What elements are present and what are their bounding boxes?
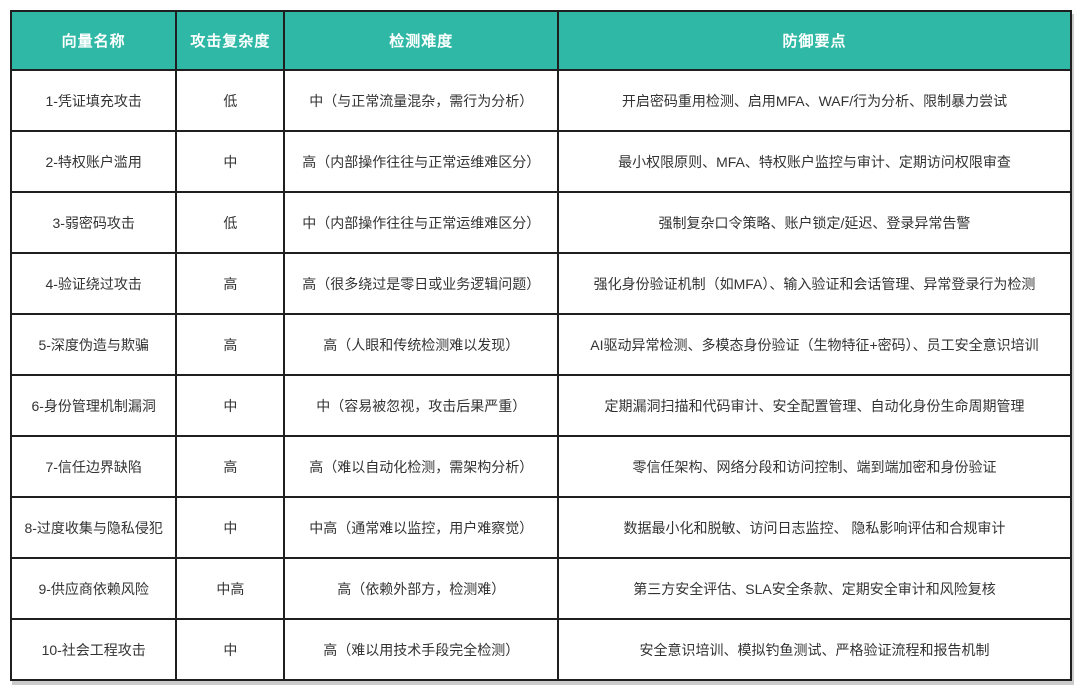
table-row: 9-供应商依赖风险 中高 高（依赖外部方，检测难） 第三方安全评估、SLA安全条…: [9, 557, 1073, 620]
cell-defense-points: 开启密码重用检测、启用MFA、WAF/行为分析、限制暴力尝试: [556, 69, 1073, 132]
cell-defense-points: 第三方安全评估、SLA安全条款、定期安全审计和风险复核: [556, 557, 1073, 620]
table-row: 5-深度伪造与欺骗 高 高（人眼和传统检测难以发现） AI驱动异常检测、多模态身…: [9, 313, 1073, 376]
cell-vector-name: 4-验证绕过攻击: [9, 252, 178, 315]
cell-vector-name: 5-深度伪造与欺骗: [9, 313, 178, 376]
cell-vector-name: 1-凭证填充攻击: [9, 69, 178, 132]
cell-attack-complexity: 中: [175, 496, 286, 559]
cell-detection-difficulty: 中高（通常难以监控，用户难察觉）: [283, 496, 559, 559]
column-header-attack-complexity: 攻击复杂度: [175, 10, 286, 71]
cell-attack-complexity: 中: [175, 374, 286, 437]
cell-defense-points: AI驱动异常检测、多模态身份验证（生物特征+密码）、员工安全意识培训: [556, 313, 1073, 376]
cell-defense-points: 强制复杂口令策略、账户锁定/延迟、登录异常告警: [556, 191, 1073, 254]
cell-attack-complexity: 低: [175, 69, 286, 132]
cell-vector-name: 6-身份管理机制漏洞: [9, 374, 178, 437]
cell-detection-difficulty: 高（依赖外部方，检测难）: [283, 557, 559, 620]
cell-defense-points: 强化身份验证机制（如MFA）、输入验证和会话管理、异常登录行为检测: [556, 252, 1073, 315]
cell-detection-difficulty: 高（难以用技术手段完全检测）: [283, 618, 559, 681]
cell-detection-difficulty: 中（内部操作往往与正常运维难区分）: [283, 191, 559, 254]
table-row: 1-凭证填充攻击 低 中（与正常流量混杂，需行为分析） 开启密码重用检测、启用M…: [9, 69, 1073, 132]
cell-attack-complexity: 中高: [175, 557, 286, 620]
table-row: 3-弱密码攻击 低 中（内部操作往往与正常运维难区分） 强制复杂口令策略、账户锁…: [9, 191, 1073, 254]
cell-vector-name: 9-供应商依赖风险: [9, 557, 178, 620]
table-row: 6-身份管理机制漏洞 中 中（容易被忽视，攻击后果严重） 定期漏洞扫描和代码审计…: [9, 374, 1073, 437]
cell-detection-difficulty: 中（与正常流量混杂，需行为分析）: [283, 69, 559, 132]
cell-vector-name: 8-过度收集与隐私侵犯: [9, 496, 178, 559]
attack-vector-table: 向量名称 攻击复杂度 检测难度 防御要点 1-凭证填充攻击 低 中（与正常流量混…: [9, 10, 1073, 681]
cell-attack-complexity: 中: [175, 618, 286, 681]
cell-defense-points: 定期漏洞扫描和代码审计、安全配置管理、自动化身份生命周期管理: [556, 374, 1073, 437]
cell-attack-complexity: 高: [175, 313, 286, 376]
column-header-vector-name: 向量名称: [9, 10, 178, 71]
cell-detection-difficulty: 高（内部操作往往与正常运维难区分）: [283, 130, 559, 193]
cell-attack-complexity: 中: [175, 130, 286, 193]
table-row: 4-验证绕过攻击 高 高（很多绕过是零日或业务逻辑问题） 强化身份验证机制（如M…: [9, 252, 1073, 315]
cell-vector-name: 2-特权账户滥用: [9, 130, 178, 193]
cell-attack-complexity: 高: [175, 435, 286, 498]
cell-detection-difficulty: 高（人眼和传统检测难以发现）: [283, 313, 559, 376]
column-header-detection-difficulty: 检测难度: [283, 10, 559, 71]
cell-vector-name: 10-社会工程攻击: [9, 618, 178, 681]
table-row: 2-特权账户滥用 中 高（内部操作往往与正常运维难区分） 最小权限原则、MFA、…: [9, 130, 1073, 193]
cell-defense-points: 零信任架构、网络分段和访问控制、端到端加密和身份验证: [556, 435, 1073, 498]
cell-vector-name: 7-信任边界缺陷: [9, 435, 178, 498]
cell-detection-difficulty: 高（难以自动化检测，需架构分析）: [283, 435, 559, 498]
table-row: 7-信任边界缺陷 高 高（难以自动化检测，需架构分析） 零信任架构、网络分段和访…: [9, 435, 1073, 498]
cell-detection-difficulty: 中（容易被忽视，攻击后果严重）: [283, 374, 559, 437]
table-row: 8-过度收集与隐私侵犯 中 中高（通常难以监控，用户难察觉） 数据最小化和脱敏、…: [9, 496, 1073, 559]
cell-vector-name: 3-弱密码攻击: [9, 191, 178, 254]
cell-attack-complexity: 低: [175, 191, 286, 254]
column-header-defense-points: 防御要点: [556, 10, 1073, 71]
cell-defense-points: 安全意识培训、模拟钓鱼测试、严格验证流程和报告机制: [556, 618, 1073, 681]
cell-defense-points: 最小权限原则、MFA、特权账户监控与审计、定期访问权限审查: [556, 130, 1073, 193]
table-header-row: 向量名称 攻击复杂度 检测难度 防御要点: [9, 10, 1073, 71]
cell-defense-points: 数据最小化和脱敏、访问日志监控、 隐私影响评估和合规审计: [556, 496, 1073, 559]
table-row: 10-社会工程攻击 中 高（难以用技术手段完全检测） 安全意识培训、模拟钓鱼测试…: [9, 618, 1073, 681]
cell-detection-difficulty: 高（很多绕过是零日或业务逻辑问题）: [283, 252, 559, 315]
cell-attack-complexity: 高: [175, 252, 286, 315]
